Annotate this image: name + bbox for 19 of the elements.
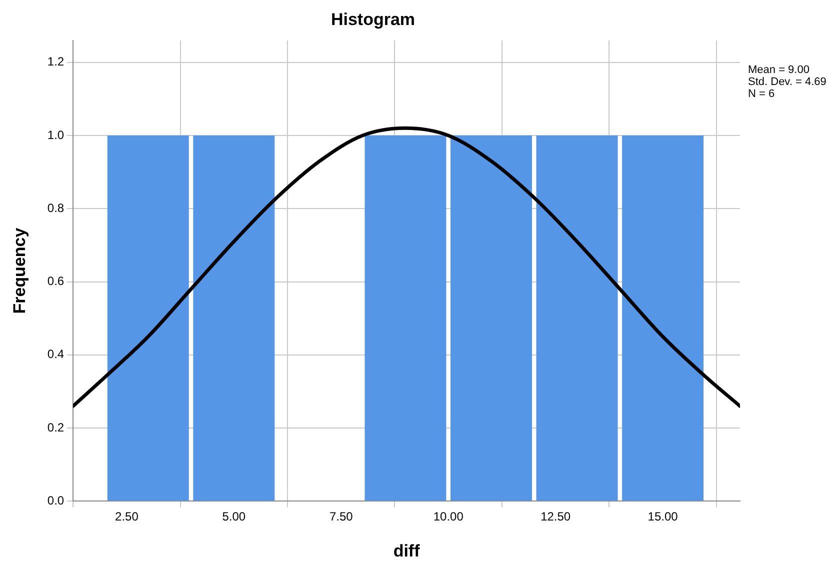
text: Mean = 9.00 bbox=[748, 64, 810, 76]
x-tick-label: 15.00 bbox=[648, 510, 678, 524]
x-tick-label: 12.50 bbox=[540, 510, 571, 524]
y-tick-label: 0.2 bbox=[47, 420, 64, 434]
y-tick-label: 0.0 bbox=[47, 494, 64, 508]
x-tick-label: 5.00 bbox=[222, 510, 246, 524]
chart-title: Histogram bbox=[330, 10, 416, 29]
x-tick-label: 7.50 bbox=[329, 510, 354, 524]
y-tick-label: 1.0 bbox=[47, 128, 64, 142]
x-tick-label: 10.00 bbox=[433, 510, 464, 524]
x-axis-title: diff bbox=[393, 541, 420, 560]
text: Std. Dev. = 4.69 bbox=[748, 76, 826, 88]
y-tick-label: 0.6 bbox=[47, 274, 64, 288]
y-tick-label: 0.8 bbox=[47, 200, 64, 215]
y-tick-label: 0.4 bbox=[47, 347, 64, 362]
y-axis-title: Frequency bbox=[10, 227, 29, 314]
text: N = 6 bbox=[748, 88, 775, 100]
x-tick-label: 2.50 bbox=[115, 510, 139, 524]
y-tick-label: 1.2 bbox=[47, 54, 64, 69]
